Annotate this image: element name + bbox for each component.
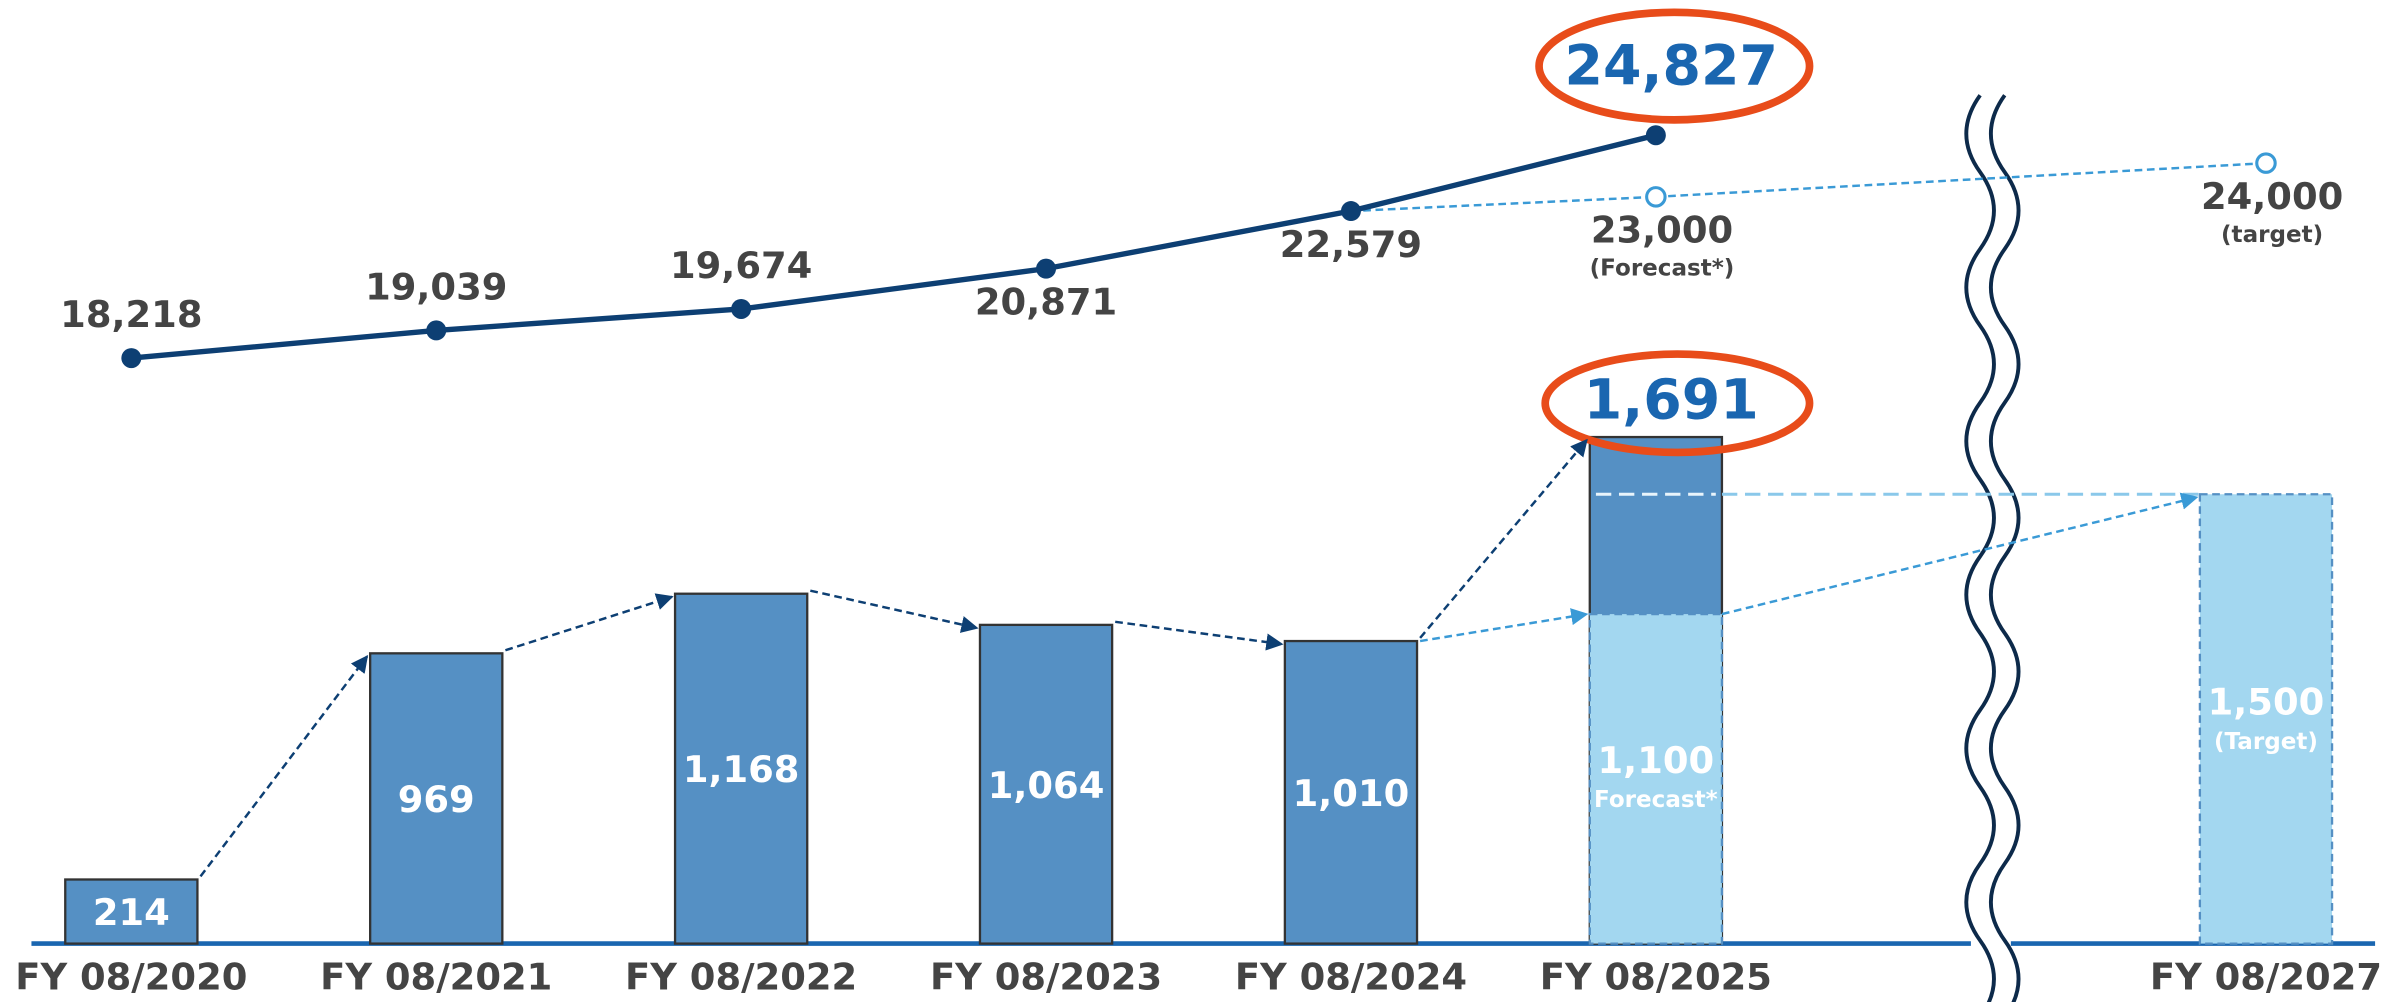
trend-arrow (199, 655, 369, 878)
bar (673, 592, 809, 945)
line-point (1036, 258, 1057, 279)
forecast-note: (target) (2221, 222, 2323, 248)
forecast-value-label: 24,000 (2201, 175, 2343, 218)
line-point (731, 299, 752, 319)
line-value-label: 24,827 (1565, 34, 1778, 98)
line-point (1340, 201, 1361, 222)
revenue-line (131, 132, 1657, 361)
line-value-label: 20,871 (975, 280, 1117, 323)
line-value-label: 22,579 (1280, 223, 1422, 266)
line-point (121, 348, 142, 369)
forecast-connector (1350, 195, 1656, 213)
line-point (1645, 125, 1666, 146)
x-tick-label: FY 08/2022 (625, 955, 857, 998)
bar-value-label: 214 (93, 891, 170, 934)
plan-value-label: 1,500 (2208, 680, 2325, 723)
highlight-ring (1535, 8, 1814, 124)
x-tick-label: FY 08/2024 (1235, 955, 1467, 998)
x-tick-label: FY 08/2027 (2150, 955, 2382, 998)
line-value-label: 19,039 (365, 265, 507, 308)
trend-arrow (1115, 620, 1284, 651)
plan-note: (Target) (2214, 729, 2318, 755)
plan-bar (2198, 493, 2334, 945)
forecast-point (1645, 186, 1667, 208)
bar-value-label: 1,168 (683, 748, 800, 791)
bar-value-label: 1,691 (1584, 368, 1759, 432)
forecast-line (1655, 161, 2267, 199)
x-tick-label: FY 08/2025 (1540, 955, 1772, 998)
bar (1283, 639, 1419, 945)
bar-value-label: 969 (398, 778, 475, 821)
trend-arrow (505, 593, 674, 652)
plan-value-label: 1,100 (1598, 739, 1715, 782)
bar (978, 623, 1114, 945)
line-value-label: 18,218 (60, 293, 202, 336)
axis-break (1964, 94, 1996, 1002)
plan-bar (1588, 612, 1724, 945)
forecast-value-label: 23,000 (1591, 209, 1733, 252)
trend-arrow (810, 589, 979, 633)
plan-note: Forecast* (1594, 787, 1718, 813)
bar (64, 878, 199, 945)
trend-arrow (1419, 608, 1589, 643)
bar-value-label: 1,064 (988, 764, 1105, 807)
x-tick-label: FY 08/2023 (930, 955, 1162, 998)
x-tick-label: FY 08/2020 (15, 955, 247, 998)
line-point (426, 320, 447, 341)
x-tick-label: FY 08/2021 (320, 955, 552, 998)
forecast-note: (Forecast*) (1590, 256, 1735, 282)
forecast-point (2255, 152, 2277, 174)
line-value-label: 19,674 (670, 244, 812, 287)
highlight-ring (1541, 350, 1814, 457)
trend-arrow (1419, 438, 1588, 639)
axis-break (1988, 94, 2021, 1002)
bar (369, 652, 504, 945)
trend-arrow (1721, 492, 2199, 616)
bar-value-label: 1,010 (1293, 772, 1410, 815)
